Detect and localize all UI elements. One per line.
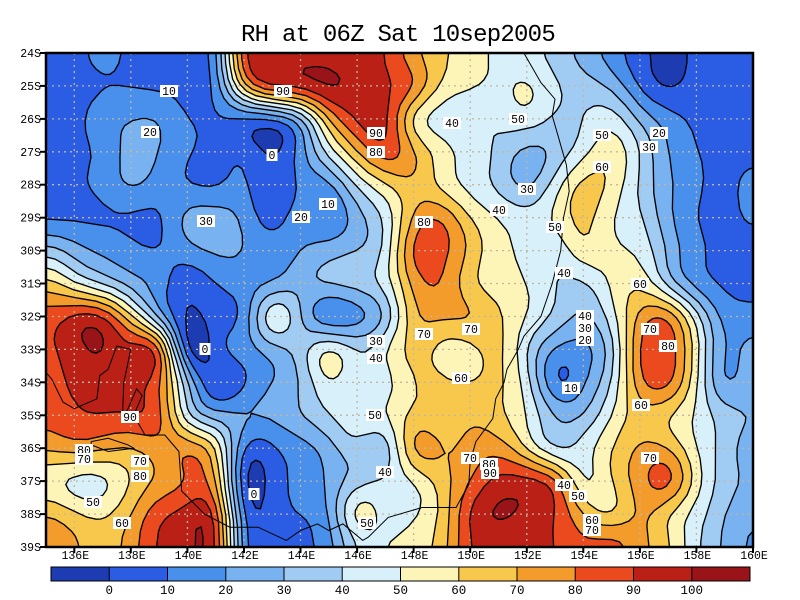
svg-text:20: 20 bbox=[578, 335, 592, 348]
svg-text:136E: 136E bbox=[61, 550, 89, 563]
svg-text:80: 80 bbox=[568, 584, 583, 598]
svg-text:50: 50 bbox=[595, 130, 609, 143]
svg-text:70: 70 bbox=[463, 453, 477, 466]
svg-text:20: 20 bbox=[294, 212, 308, 225]
svg-text:70: 70 bbox=[643, 453, 657, 466]
svg-text:27S: 27S bbox=[20, 147, 41, 160]
svg-text:40: 40 bbox=[557, 480, 571, 493]
svg-text:140E: 140E bbox=[175, 550, 203, 563]
svg-text:144E: 144E bbox=[288, 550, 316, 563]
svg-text:26S: 26S bbox=[20, 114, 41, 127]
svg-text:138E: 138E bbox=[118, 550, 146, 563]
svg-text:20: 20 bbox=[143, 127, 157, 140]
svg-text:34S: 34S bbox=[20, 377, 41, 390]
svg-text:40: 40 bbox=[335, 584, 350, 598]
svg-text:154E: 154E bbox=[570, 550, 598, 563]
svg-text:60: 60 bbox=[454, 373, 468, 386]
svg-text:50: 50 bbox=[393, 584, 408, 598]
svg-text:35S: 35S bbox=[20, 410, 41, 423]
svg-text:10: 10 bbox=[162, 86, 176, 99]
svg-text:60: 60 bbox=[115, 518, 129, 531]
svg-text:38S: 38S bbox=[20, 509, 41, 522]
svg-text:0: 0 bbox=[251, 489, 258, 502]
svg-text:70: 70 bbox=[643, 324, 657, 337]
svg-text:0: 0 bbox=[105, 584, 113, 598]
svg-text:156E: 156E bbox=[627, 550, 655, 563]
svg-text:70: 70 bbox=[133, 456, 147, 469]
svg-text:70: 70 bbox=[77, 454, 91, 467]
svg-text:158E: 158E bbox=[684, 550, 712, 563]
svg-text:90: 90 bbox=[369, 128, 383, 141]
svg-text:0: 0 bbox=[202, 344, 209, 357]
svg-text:24S: 24S bbox=[20, 48, 41, 61]
svg-text:90: 90 bbox=[123, 412, 137, 425]
svg-text:40: 40 bbox=[378, 467, 392, 480]
svg-text:152E: 152E bbox=[514, 550, 542, 563]
svg-text:29S: 29S bbox=[20, 213, 41, 226]
svg-text:50: 50 bbox=[571, 491, 585, 504]
svg-text:10: 10 bbox=[160, 584, 175, 598]
svg-text:33S: 33S bbox=[20, 344, 41, 357]
svg-text:60: 60 bbox=[633, 279, 647, 292]
svg-text:80: 80 bbox=[417, 217, 431, 230]
svg-text:60: 60 bbox=[595, 162, 609, 175]
svg-text:10: 10 bbox=[564, 383, 578, 396]
svg-text:37S: 37S bbox=[20, 476, 41, 489]
svg-text:50: 50 bbox=[360, 518, 374, 531]
svg-text:70: 70 bbox=[417, 329, 431, 342]
svg-text:36S: 36S bbox=[20, 443, 41, 456]
svg-text:50: 50 bbox=[511, 114, 525, 127]
svg-text:40: 40 bbox=[578, 311, 592, 324]
svg-text:70: 70 bbox=[585, 525, 599, 538]
svg-text:146E: 146E bbox=[344, 550, 372, 563]
svg-text:30: 30 bbox=[642, 142, 656, 155]
svg-text:80: 80 bbox=[133, 471, 147, 484]
svg-text:30: 30 bbox=[578, 323, 592, 336]
svg-text:50: 50 bbox=[368, 410, 382, 423]
svg-text:50: 50 bbox=[548, 222, 562, 235]
svg-text:80: 80 bbox=[661, 341, 675, 354]
svg-text:80: 80 bbox=[369, 147, 383, 160]
svg-text:20: 20 bbox=[218, 584, 233, 598]
svg-text:160E: 160E bbox=[740, 550, 768, 563]
svg-text:39S: 39S bbox=[20, 542, 41, 555]
svg-text:148E: 148E bbox=[401, 550, 429, 563]
svg-text:30: 30 bbox=[520, 184, 534, 197]
svg-text:50: 50 bbox=[86, 497, 100, 510]
svg-text:100: 100 bbox=[681, 584, 704, 598]
svg-text:60: 60 bbox=[634, 400, 648, 413]
svg-text:60: 60 bbox=[451, 584, 466, 598]
svg-text:30S: 30S bbox=[20, 246, 41, 259]
svg-text:30: 30 bbox=[369, 336, 383, 349]
svg-text:70: 70 bbox=[509, 584, 524, 598]
svg-text:40: 40 bbox=[445, 118, 459, 131]
svg-text:90: 90 bbox=[483, 468, 497, 481]
svg-text:142E: 142E bbox=[231, 550, 259, 563]
svg-text:40: 40 bbox=[492, 205, 506, 218]
svg-text:150E: 150E bbox=[457, 550, 485, 563]
svg-text:40: 40 bbox=[369, 353, 383, 366]
svg-text:40: 40 bbox=[557, 268, 571, 281]
svg-text:RH at 06Z Sat 10sep2005: RH at 06Z Sat 10sep2005 bbox=[241, 22, 555, 49]
svg-text:0: 0 bbox=[269, 150, 276, 163]
svg-text:25S: 25S bbox=[20, 81, 41, 94]
svg-text:70: 70 bbox=[464, 324, 478, 337]
svg-text:90: 90 bbox=[276, 86, 290, 99]
svg-text:30: 30 bbox=[276, 584, 291, 598]
svg-text:32S: 32S bbox=[20, 312, 41, 325]
svg-text:30: 30 bbox=[199, 216, 213, 229]
svg-text:20: 20 bbox=[652, 128, 666, 141]
svg-text:28S: 28S bbox=[20, 180, 41, 193]
svg-text:31S: 31S bbox=[20, 279, 41, 292]
svg-text:10: 10 bbox=[321, 199, 335, 212]
svg-text:90: 90 bbox=[626, 584, 641, 598]
